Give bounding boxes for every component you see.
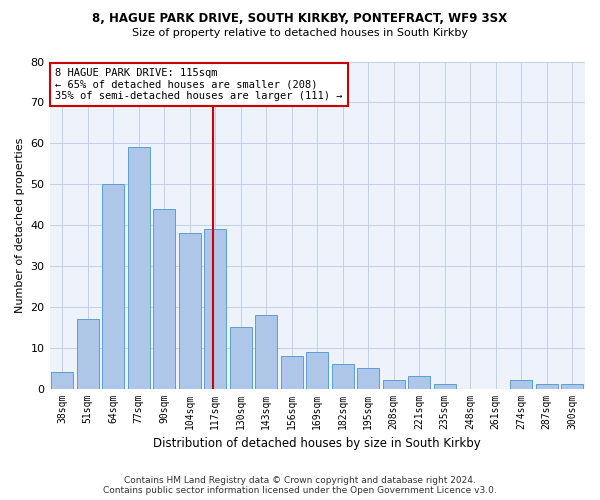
Bar	[154, 208, 175, 388]
Bar	[562, 384, 583, 388]
Bar	[434, 384, 455, 388]
Bar	[383, 380, 404, 388]
Bar	[52, 372, 73, 388]
Bar	[205, 229, 226, 388]
Bar	[256, 315, 277, 388]
Text: Contains HM Land Registry data © Crown copyright and database right 2024.
Contai: Contains HM Land Registry data © Crown c…	[103, 476, 497, 495]
Bar	[511, 380, 532, 388]
Y-axis label: Number of detached properties: Number of detached properties	[15, 138, 25, 312]
Bar	[332, 364, 353, 388]
Bar	[281, 356, 302, 388]
Bar	[307, 352, 328, 389]
Bar	[179, 233, 200, 388]
Bar	[230, 327, 251, 388]
X-axis label: Distribution of detached houses by size in South Kirkby: Distribution of detached houses by size …	[154, 437, 481, 450]
Bar	[128, 148, 149, 388]
Text: 8 HAGUE PARK DRIVE: 115sqm
← 65% of detached houses are smaller (208)
35% of sem: 8 HAGUE PARK DRIVE: 115sqm ← 65% of deta…	[55, 68, 343, 101]
Bar	[77, 319, 98, 388]
Text: Size of property relative to detached houses in South Kirkby: Size of property relative to detached ho…	[132, 28, 468, 38]
Bar	[409, 376, 430, 388]
Bar	[358, 368, 379, 388]
Text: 8, HAGUE PARK DRIVE, SOUTH KIRKBY, PONTEFRACT, WF9 3SX: 8, HAGUE PARK DRIVE, SOUTH KIRKBY, PONTE…	[92, 12, 508, 26]
Bar	[103, 184, 124, 388]
Bar	[536, 384, 557, 388]
